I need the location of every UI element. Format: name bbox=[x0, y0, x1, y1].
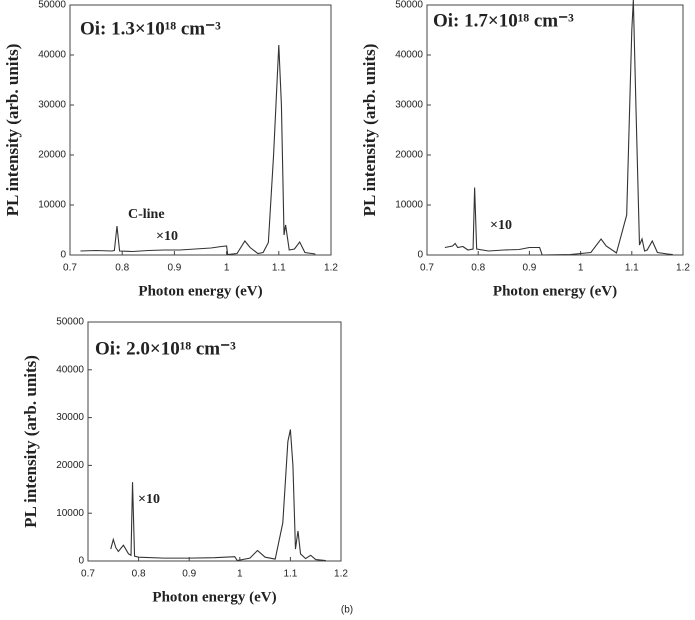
x-tick-label: 1.1 bbox=[283, 569, 297, 580]
x-axis-label: Photon energy (eV) bbox=[493, 283, 617, 299]
y-tick-label: 40000 bbox=[38, 50, 66, 61]
caption: (b) bbox=[341, 605, 353, 616]
x-tick-label: 1 bbox=[578, 263, 584, 274]
x-tick-label: 1.2 bbox=[324, 263, 338, 274]
y-tick-label: 0 bbox=[417, 250, 423, 261]
y-tick-label: 30000 bbox=[56, 412, 84, 423]
chart-title: Oi: 1.7×10¹⁸ cm⁻³ bbox=[433, 10, 574, 31]
x-tick-label: 0.7 bbox=[63, 263, 77, 274]
annotation: ×10 bbox=[490, 218, 512, 233]
y-tick-label: 0 bbox=[60, 250, 66, 261]
x-tick-label: 1.1 bbox=[625, 263, 639, 274]
annotation: ×10 bbox=[138, 492, 160, 507]
y-tick-label: 10000 bbox=[395, 200, 423, 211]
y-tick-label: 50000 bbox=[395, 0, 423, 11]
y-tick-label: 40000 bbox=[395, 50, 423, 61]
x-tick-label: 0.9 bbox=[522, 263, 536, 274]
y-tick-label: 30000 bbox=[38, 100, 66, 111]
x-tick-label: 1.1 bbox=[272, 263, 286, 274]
y-tick-label: 50000 bbox=[56, 317, 84, 328]
x-tick-label: 0.8 bbox=[132, 569, 146, 580]
x-tick-label: 1 bbox=[237, 569, 243, 580]
x-tick-label: 0.7 bbox=[81, 569, 95, 580]
x-tick-label: 1.2 bbox=[334, 569, 348, 580]
data-line bbox=[110, 429, 326, 562]
y-tick-label: 20000 bbox=[56, 460, 84, 471]
x-tick-label: 0.7 bbox=[420, 263, 434, 274]
x-tick-label: 0.8 bbox=[115, 263, 129, 274]
y-axis-label: PL intensity (arb. units) bbox=[21, 355, 40, 528]
plot-frame bbox=[87, 321, 342, 562]
y-tick-label: 40000 bbox=[56, 364, 84, 375]
x-axis-label: Photon energy (eV) bbox=[138, 283, 262, 299]
annotation: ×10 bbox=[156, 229, 178, 244]
data-line bbox=[80, 44, 316, 256]
y-tick-label: 10000 bbox=[38, 200, 66, 211]
y-tick-label: 50000 bbox=[38, 0, 66, 11]
x-axis-label: Photon energy (eV) bbox=[152, 589, 276, 605]
x-tick-label: 1.2 bbox=[676, 263, 690, 274]
y-tick-label: 10000 bbox=[56, 508, 84, 519]
y-tick-label: 20000 bbox=[38, 150, 66, 161]
y-tick-label: 30000 bbox=[395, 100, 423, 111]
y-tick-label: 0 bbox=[78, 556, 84, 567]
data-line bbox=[444, 0, 673, 256]
chart-title: Oi: 1.3×10¹⁸ cm⁻³ bbox=[80, 18, 221, 39]
x-tick-label: 1 bbox=[224, 263, 230, 274]
x-tick-label: 0.9 bbox=[182, 569, 196, 580]
y-axis-label: PL intensity (arb. units) bbox=[360, 44, 379, 217]
y-tick-label: 20000 bbox=[395, 150, 423, 161]
plot-frame bbox=[426, 4, 684, 256]
annotation: C-line bbox=[128, 207, 165, 222]
plot-frame bbox=[69, 4, 332, 256]
y-axis-label: PL intensity (arb. units) bbox=[3, 44, 22, 217]
chart-title: Oi: 2.0×10¹⁸ cm⁻³ bbox=[95, 338, 236, 359]
x-tick-label: 0.9 bbox=[167, 263, 181, 274]
x-tick-label: 0.8 bbox=[471, 263, 485, 274]
